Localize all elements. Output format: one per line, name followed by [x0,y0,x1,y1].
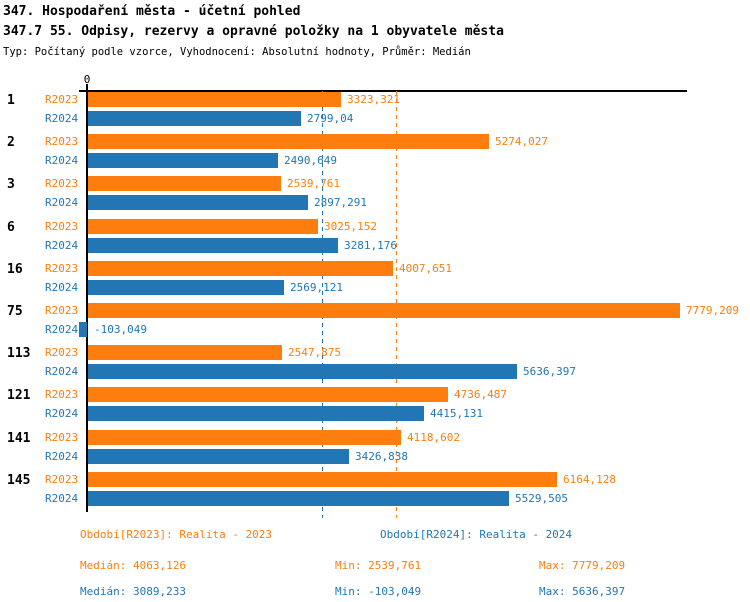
value-label: 2897,291 [314,196,367,209]
bar-r2023 [88,261,393,276]
series-label-r2023: R2023 [45,473,79,486]
series-label-r2023: R2023 [45,262,79,275]
chart-title: 347.7 55. Odpisy, rezervy a opravné polo… [3,24,504,39]
bar-r2023 [88,387,448,402]
category-label: 145 [7,473,31,488]
axis-zero-label: 0 [83,73,91,86]
value-label: 5636,397 [523,365,576,378]
stat-max-r2023: Max: 7779,209 [539,559,626,572]
series-label-r2024: R2024 [45,281,79,294]
category-label: 75 [7,304,23,319]
value-label: 2490,649 [284,154,337,167]
value-label: 3426,838 [355,450,408,463]
bar-r2023 [88,472,557,487]
category-label: 113 [7,346,31,361]
stat-max-r2024: Max: 5636,397 [539,585,626,598]
bar-r2024 [88,406,424,421]
series-label-r2024: R2024 [45,365,79,378]
value-label: 3025,152 [324,220,377,233]
bar-r2024 [88,280,284,295]
stat-median-r2023: Medián: 4063,126 [80,559,186,572]
series-label-r2023: R2023 [45,177,79,190]
y-axis-line [86,84,88,512]
series-label-r2023: R2023 [45,93,79,106]
category-label: 3 [7,177,15,192]
series-label-r2023: R2023 [45,346,79,359]
category-label: 1 [7,93,15,108]
category-label: 2 [7,135,15,150]
category-label: 141 [7,431,31,446]
category-label: 121 [7,388,31,403]
legend-period-r2023: Období[R2023]: Realita - 2023 [80,528,273,541]
value-label: 4118,602 [407,431,460,444]
bar-r2023 [88,345,282,360]
stat-median-r2024: Medián: 3089,233 [80,585,186,598]
page-title: 347. Hospodaření města - účetní pohled [3,4,301,19]
category-label: 6 [7,220,15,235]
value-label: 2547,875 [288,346,341,359]
value-label: 2539,761 [287,177,340,190]
bar-r2023 [88,176,281,191]
value-label: 6164,128 [563,473,616,486]
bar-r2023 [88,92,341,107]
bar-r2024 [79,322,87,337]
bar-r2024 [88,111,301,126]
bar-r2024 [88,449,349,464]
value-label: 3281,176 [344,239,397,252]
series-label-r2024: R2024 [45,112,79,125]
bar-r2024 [88,195,308,210]
series-label-r2024: R2024 [45,450,79,463]
stat-min-r2023: Min: 2539,761 [335,559,422,572]
value-label: 4736,487 [454,388,507,401]
series-label-r2023: R2023 [45,304,79,317]
value-label: 3323,321 [347,93,400,106]
series-label-r2023: R2023 [45,431,79,444]
value-label: 5529,505 [515,492,568,505]
series-label-r2023: R2023 [45,388,79,401]
series-label-r2024: R2024 [45,196,79,209]
series-label-r2024: R2024 [45,407,79,420]
value-label: 7779,209 [686,304,739,317]
bar-r2024 [88,238,338,253]
value-label: 2799,04 [307,112,354,125]
value-label: 4007,651 [399,262,452,275]
chart-meta: Typ: Počítaný podle vzorce, Vyhodnocení:… [3,46,471,58]
bar-r2023 [88,430,401,445]
legend-period-r2024: Období[R2024]: Realita - 2024 [380,528,573,541]
bar-r2023 [88,219,318,234]
series-label-r2023: R2023 [45,220,79,233]
bar-r2024 [88,364,517,379]
bar-r2024 [88,153,278,168]
bar-r2024 [88,491,509,506]
series-label-r2024: R2024 [45,154,79,167]
series-label-r2024: R2024 [45,323,79,336]
series-label-r2024: R2024 [45,492,79,505]
x-axis-line [79,90,687,92]
bar-r2023 [88,134,489,149]
value-label: -103,049 [94,323,147,336]
series-label-r2024: R2024 [45,239,79,252]
bar-r2023 [88,303,680,318]
value-label: 5274,027 [495,135,548,148]
category-label: 16 [7,262,23,277]
series-label-r2023: R2023 [45,135,79,148]
value-label: 2569,121 [290,281,343,294]
value-label: 4415,131 [430,407,483,420]
stat-min-r2024: Min: -103,049 [335,585,422,598]
